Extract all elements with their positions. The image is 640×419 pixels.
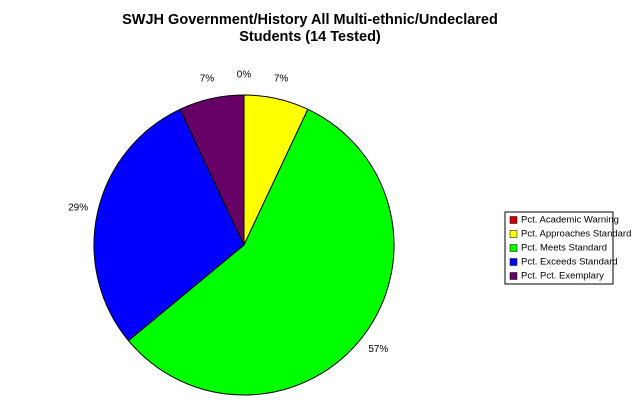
legend-swatch [509,216,518,224]
data-label: 57% [368,344,388,355]
legend-swatch [509,258,518,266]
data-label: 29% [68,203,88,214]
data-label: 7% [200,74,215,85]
data-label: 0% [237,70,252,81]
legend-swatch [509,230,518,238]
legend-label: Pct. Exceeds Standard [521,257,618,268]
data-label: 7% [274,74,289,85]
pie-slice [93,108,245,342]
pie-slice [127,108,395,396]
pie-slice [179,94,245,246]
legend-swatch [509,244,518,252]
legend-label: Pct. Pct. Exemplary [521,271,604,282]
legend-label: Pct. Meets Standard [521,243,607,254]
legend-swatch [509,272,518,280]
legend-label: Pct. Approaches Standard [521,229,631,240]
legend-label: Pct. Academic Warning [521,215,619,226]
chart-title: SWJH Government/History All Multi-ethnic… [122,12,498,45]
legend-box [504,211,614,285]
